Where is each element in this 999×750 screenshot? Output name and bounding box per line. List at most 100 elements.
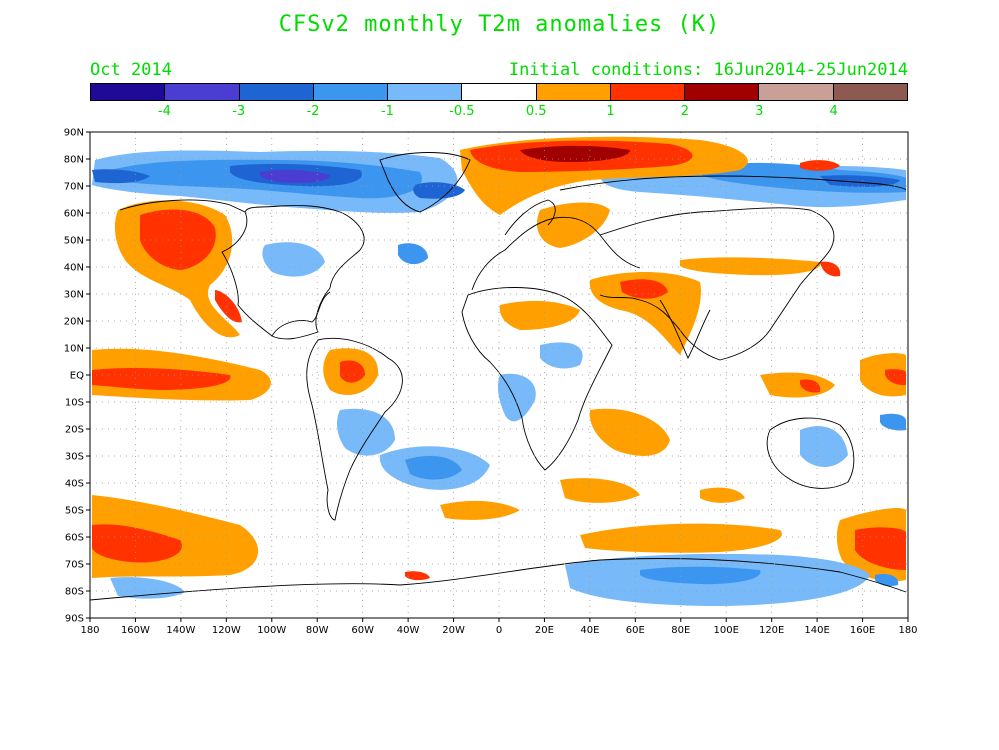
anomaly-warm-eq-pacific-core: [92, 367, 231, 390]
anomaly-warm-west-pacific-core: [885, 369, 906, 386]
latitude-labels: 90N 80N 70N 60N 50N 40N 30N 20N 10N EQ 10S 20S 30S 40…: [64, 128, 90, 625]
anomaly-warm-baja: [215, 290, 242, 323]
colorbar-swatch: [388, 84, 463, 100]
colorbar-tick-label: 1: [606, 104, 615, 119]
coast-antarctica: [90, 558, 907, 601]
lat-label: 70N: [64, 182, 84, 193]
anomaly-warm-europe: [536, 202, 610, 248]
colorbar-tick-label: -0.5: [449, 104, 475, 119]
colorbar-swatch: [91, 84, 166, 100]
lat-label: 40S: [65, 479, 84, 490]
anomaly-warm-sw-pacific-core: [855, 527, 906, 570]
anomaly-cold-south-pacific-small: [875, 574, 899, 587]
colorbar: [90, 83, 908, 101]
anomaly-warm-se-asia-core: [800, 379, 821, 393]
colorbar-tick-label: -1: [380, 104, 394, 119]
colorbar-swatch: [833, 84, 907, 100]
lon-label: 180: [80, 625, 99, 636]
colorbar-swatch: [462, 84, 537, 100]
colorbar-swatch: [685, 84, 760, 100]
lat-label: 90S: [65, 614, 84, 625]
anomaly-warm-south-pacific-core: [92, 524, 182, 563]
anomaly-cold-canada-extreme: [259, 169, 330, 183]
anomaly-warm-south-indian: [560, 478, 640, 503]
anomaly-cold-tasman: [880, 413, 906, 431]
lon-label: 40W: [397, 625, 420, 636]
lat-label: 60N: [64, 209, 84, 220]
anomaly-warm-southern-ocean-east: [580, 523, 782, 553]
lon-label: 20W: [442, 625, 465, 636]
lon-label: 180: [898, 625, 917, 636]
coast-arctic-siberia: [559, 175, 907, 191]
lon-label: 0: [496, 625, 502, 636]
lon-label: 60W: [351, 625, 374, 636]
lat-label: 40N: [64, 263, 84, 274]
colorbar-swatch: [313, 84, 389, 100]
coast-scandinavia: [504, 199, 556, 236]
anomaly-cold-brazil: [337, 408, 395, 456]
coast-greenland: [379, 152, 471, 213]
coast-australia: [766, 417, 855, 489]
lat-label: 80S: [65, 587, 84, 598]
anomaly-warm-japan: [820, 261, 841, 277]
coast-africa: [461, 287, 613, 471]
lon-label: 60E: [626, 625, 645, 636]
anomaly-warm-weddell: [405, 571, 430, 581]
lon-label: 80W: [306, 625, 329, 636]
anomaly-warm-south-america-core: [340, 360, 365, 383]
lat-label: 20N: [64, 317, 84, 328]
lat-label: 80N: [64, 155, 84, 166]
anomaly-cold-australia: [800, 426, 848, 468]
initial-conditions: Initial conditions: 16Jun2014-25Jun2014: [508, 60, 908, 80]
anomaly-cold-south-atlantic-core: [405, 455, 462, 480]
anomaly-cold-north-atlantic: [262, 242, 325, 277]
map-title: CFSv2 monthly T2m anomalies (K): [278, 12, 721, 37]
lat-label: 10N: [64, 344, 84, 355]
anomaly-cold-dateline-west: [92, 169, 150, 184]
lat-label: 30S: [65, 452, 84, 463]
lon-label: 140W: [166, 625, 195, 636]
longitude-labels: 180 160W 140W 120W 100W 80W 60W 40W 20W 0 20E 40E 60…: [80, 618, 918, 636]
lon-label: 80E: [671, 625, 690, 636]
lat-label: 20S: [65, 425, 84, 436]
anomaly-warm-s-pacific-indo: [700, 487, 745, 503]
colorbar-swatch: [536, 84, 611, 100]
anomaly-warm-arabia-core: [620, 279, 668, 299]
lon-label: 20E: [535, 625, 554, 636]
lat-label: 10S: [65, 398, 84, 409]
lat-label: 50N: [64, 236, 84, 247]
lon-label: 40E: [580, 625, 599, 636]
coast-north-america: [119, 199, 365, 340]
colorbar-tick-label: -2: [306, 104, 320, 119]
anomaly-cold-mid-atlantic: [398, 243, 428, 265]
lat-label: 50S: [65, 506, 84, 517]
colorbar-tick-label: 2: [680, 104, 690, 119]
lon-label: 100W: [257, 625, 286, 636]
colorbar-tick-label: -3: [232, 104, 246, 119]
anomaly-warm-sahara: [499, 300, 580, 330]
colorbar-tick-label: 4: [829, 104, 838, 119]
colorbar-swatch: [610, 84, 686, 100]
anomaly-warm-arabia: [589, 272, 701, 355]
colorbar-tick-label: -4: [157, 104, 171, 119]
lon-label: 120W: [212, 625, 241, 636]
forecast-month: Oct 2014: [90, 60, 172, 80]
anomaly-fields: [92, 136, 906, 606]
lat-label: 60S: [65, 533, 84, 544]
coast-europe: [471, 216, 641, 291]
colorbar-swatch: [165, 84, 240, 100]
lon-label: 120E: [759, 625, 784, 636]
lon-label: 160E: [850, 625, 875, 636]
lat-label: 30N: [64, 290, 84, 301]
anomaly-warm-east-asia: [680, 257, 821, 276]
anomaly-cold-east-africa: [540, 342, 583, 369]
lon-label: 100E: [714, 625, 739, 636]
lat-label: EQ: [70, 371, 84, 382]
lat-label: 70S: [65, 560, 84, 571]
coast-asia: [599, 207, 835, 361]
coast-gulf-mexico: [271, 291, 331, 337]
lon-label: 140E: [804, 625, 829, 636]
colorbar-tick-label: 0.5: [525, 104, 547, 119]
lat-label: 90N: [64, 128, 84, 139]
lon-label: 160W: [121, 625, 150, 636]
